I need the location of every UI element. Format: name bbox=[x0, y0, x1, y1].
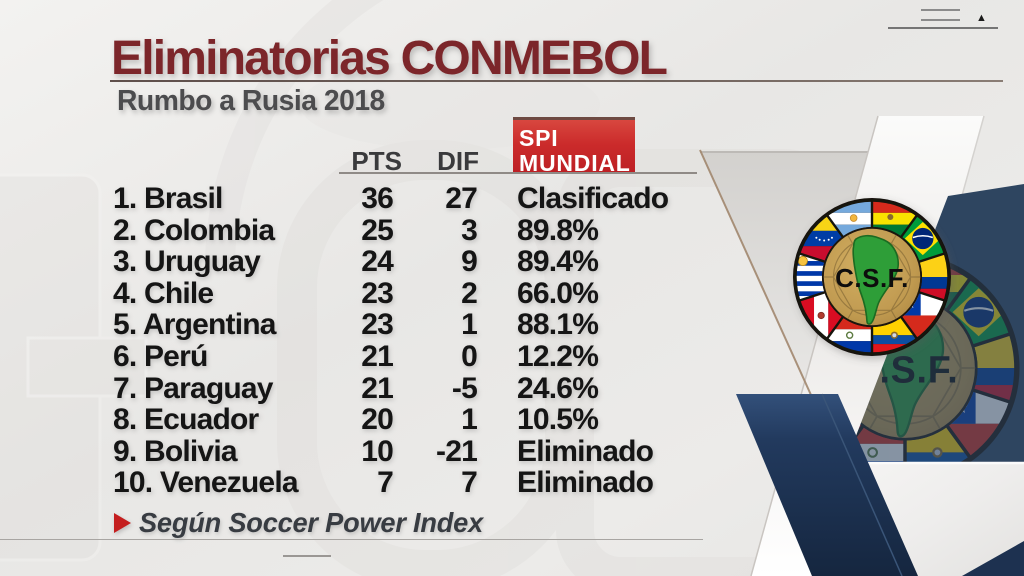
pts-cell: 36 bbox=[361, 182, 394, 215]
table-row: 4. Chile 23 2 66.0% bbox=[0, 276, 720, 310]
pts-cell: 23 bbox=[361, 308, 394, 342]
footer: Según Soccer Power Index bbox=[114, 507, 494, 538]
team-name: Chile bbox=[143, 276, 214, 310]
menu-line-2[interactable] bbox=[921, 19, 960, 21]
pts-cell: 25 bbox=[361, 213, 394, 247]
table-row: 3. Uruguay 24 9 89.4% bbox=[0, 246, 720, 278]
spi-cell: 10.5% bbox=[517, 403, 599, 437]
team-cell: 5. Argentina bbox=[113, 309, 403, 341]
spi-cell: 66.0% bbox=[517, 276, 599, 310]
spi-cell: Eliminado bbox=[517, 434, 654, 468]
team-cell: 2. Colombia bbox=[113, 213, 403, 247]
gray-wedge bbox=[700, 152, 868, 382]
team-cell: 8. Ecuador bbox=[113, 404, 403, 436]
rank: 3. bbox=[113, 245, 137, 279]
spi-cell: Eliminado bbox=[517, 466, 654, 500]
table-row: 10. Venezuela 7 7 Eliminado bbox=[0, 467, 720, 499]
dif-cell: -5 bbox=[451, 371, 478, 405]
navy-corner-sliver bbox=[962, 541, 1024, 576]
dif-cell: 9 bbox=[461, 245, 478, 279]
rank: 1. bbox=[113, 182, 137, 215]
dif-cell: 7 bbox=[461, 466, 478, 500]
spi-cell: 89.8% bbox=[517, 213, 599, 247]
menu-line-1[interactable] bbox=[921, 9, 960, 11]
collapse-caret-icon[interactable]: ▲ bbox=[976, 12, 987, 24]
spi-cell: 88.1% bbox=[517, 308, 599, 342]
spi-line1: SPI bbox=[519, 125, 559, 151]
spi-cell: 12.2% bbox=[517, 340, 599, 373]
dif-cell: 1 bbox=[461, 308, 478, 342]
team-name: Perú bbox=[143, 340, 208, 373]
spi-cell: 89.4% bbox=[517, 245, 599, 279]
pts-cell: 20 bbox=[361, 403, 394, 437]
spi-line2: MUNDIAL bbox=[519, 150, 631, 176]
column-header-dif: DIF bbox=[437, 146, 479, 176]
title-underline bbox=[110, 80, 1003, 82]
page-subtitle: Rumbo a Rusia 2018 bbox=[117, 85, 385, 117]
team-name: Colombia bbox=[143, 213, 275, 247]
menu-line-3 bbox=[888, 27, 998, 29]
rank: 7. bbox=[113, 371, 137, 405]
column-header-spi: SPI MUNDIAL bbox=[513, 117, 635, 176]
team-cell: 3. Uruguay bbox=[113, 246, 403, 278]
table-row: 6. Perú 21 0 12.2% bbox=[0, 341, 720, 373]
pts-cell: 10 bbox=[361, 434, 394, 468]
page-title: Eliminatorias CONMEBOL bbox=[111, 32, 668, 85]
rank: 9. bbox=[113, 434, 137, 468]
dif-cell: -21 bbox=[436, 434, 478, 468]
table-row: 8. Ecuador 20 1 10.5% bbox=[0, 404, 720, 436]
pts-cell: 21 bbox=[361, 371, 394, 405]
spi-cell: Clasificado bbox=[517, 182, 669, 215]
team-name: Venezuela bbox=[159, 466, 299, 500]
table-row: 2. Colombia 25 3 89.8% bbox=[0, 213, 720, 247]
footer-arrow-icon bbox=[114, 513, 131, 533]
team-cell: 10. Venezuela bbox=[113, 467, 403, 499]
footer-note: Según Soccer Power Index bbox=[139, 507, 484, 538]
rank: 6. bbox=[113, 340, 137, 373]
table-row: 1. Brasil 36 27 Clasificado bbox=[0, 183, 720, 215]
table-row: 7. Paraguay 21 -5 24.6% bbox=[0, 371, 720, 405]
header-underline bbox=[339, 172, 697, 174]
band-left-edge bbox=[750, 115, 879, 576]
spi-cell: 24.6% bbox=[517, 371, 599, 405]
column-header-pts: PTS bbox=[351, 146, 402, 176]
pts-cell: 21 bbox=[361, 340, 394, 373]
team-cell: 9. Bolivia bbox=[113, 434, 403, 468]
team-name: Uruguay bbox=[143, 245, 261, 279]
rank: 5. bbox=[113, 308, 137, 342]
navy-band bbox=[736, 394, 918, 576]
main-logo bbox=[793, 198, 951, 356]
rank: 2. bbox=[113, 213, 137, 247]
table-row: 9. Bolivia 10 -21 Eliminado bbox=[0, 434, 720, 468]
pts-cell: 7 bbox=[377, 466, 394, 500]
team-name: Bolivia bbox=[143, 434, 238, 468]
team-cell: 4. Chile bbox=[113, 276, 403, 310]
dif-cell: 3 bbox=[461, 213, 478, 247]
team-name: Argentina bbox=[142, 308, 277, 342]
navy-band-inner-line bbox=[821, 393, 903, 576]
pts-cell: 23 bbox=[361, 276, 394, 310]
team-name: Ecuador bbox=[143, 403, 259, 437]
dif-cell: 27 bbox=[445, 182, 478, 215]
pts-cell: 24 bbox=[361, 245, 394, 279]
rank: 10. bbox=[113, 466, 153, 500]
team-name: Brasil bbox=[143, 182, 223, 215]
team-cell: 6. Perú bbox=[113, 341, 403, 373]
dif-cell: 1 bbox=[461, 403, 478, 437]
dif-cell: 2 bbox=[461, 276, 478, 310]
team-cell: 7. Paraguay bbox=[113, 371, 403, 405]
footer-line bbox=[0, 539, 703, 540]
footer-line-short bbox=[283, 555, 331, 557]
rank: 4. bbox=[113, 276, 137, 310]
rank: 8. bbox=[113, 403, 137, 437]
table-row: 5. Argentina 23 1 88.1% bbox=[0, 309, 720, 341]
team-cell: 1. Brasil bbox=[113, 183, 403, 215]
team-name: Paraguay bbox=[143, 371, 273, 405]
dif-cell: 0 bbox=[461, 340, 478, 373]
